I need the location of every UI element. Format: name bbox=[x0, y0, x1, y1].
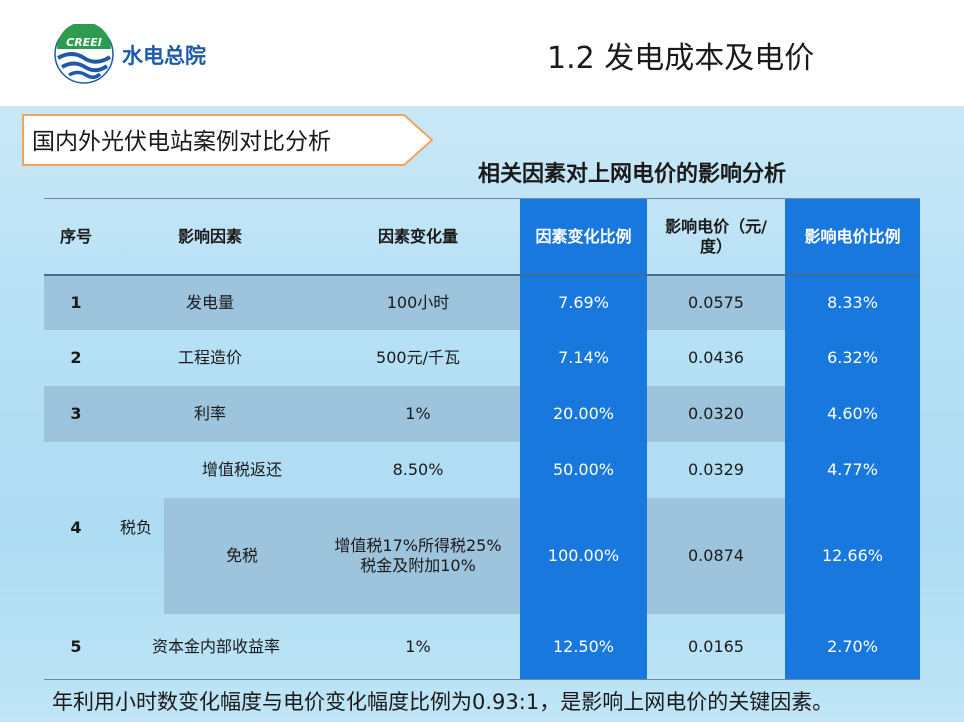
row4b-change: 增值税17%所得税25% 税金及附加10% bbox=[320, 498, 516, 614]
row4-factor: 税负 bbox=[119, 518, 152, 537]
row4b-change-line2: 税金及附加10% bbox=[360, 556, 476, 575]
row3-factor: 利率 bbox=[193, 404, 226, 423]
row5-price-ratio: 2.70% bbox=[827, 636, 878, 656]
row1-price-ratio: 8.33% bbox=[827, 293, 878, 312]
row2-factor: 工程造价 bbox=[177, 348, 242, 367]
header-change: 因素变化量 bbox=[377, 226, 458, 246]
row-band-1 bbox=[44, 276, 920, 330]
header-index: 序号 bbox=[59, 226, 92, 246]
row5-index: 5 bbox=[70, 636, 82, 656]
row3-change: 1% bbox=[405, 404, 431, 423]
table-bottom-rule bbox=[44, 679, 920, 680]
footer-note: 年利用小时数变化幅度与电价变化幅度比例为0.93:1，是影响上网电价的关键因素。 bbox=[52, 690, 834, 714]
row5-price: 0.0165 bbox=[688, 636, 744, 656]
row4b-change-line1: 增值税17%所得税25% bbox=[334, 536, 502, 555]
row4-index: 4 bbox=[70, 518, 82, 537]
row4a-price-ratio: 4.77% bbox=[827, 460, 878, 479]
row2-price: 0.0436 bbox=[688, 348, 744, 367]
header-price: 影响电价（元/度） bbox=[665, 216, 767, 256]
row4b-price: 0.0874 bbox=[688, 546, 744, 565]
slide-header: CREEI 水电总院 1.2 发电成本及电价 bbox=[0, 0, 964, 106]
row3-index: 3 bbox=[70, 404, 82, 423]
row3-price-ratio: 4.60% bbox=[827, 404, 878, 423]
creei-logo-icon: CREEI bbox=[54, 24, 114, 84]
row4a-factor: 增值税返还 bbox=[201, 460, 282, 479]
header-factor: 影响因素 bbox=[177, 226, 242, 246]
row1-factor: 发电量 bbox=[185, 293, 234, 312]
row5-change: 1% bbox=[405, 636, 431, 656]
section-label-shape bbox=[22, 114, 434, 166]
row-band-3 bbox=[44, 386, 920, 442]
row4a-ratio: 50.00% bbox=[552, 460, 614, 479]
row1-change: 100小时 bbox=[386, 293, 450, 312]
row1-index: 1 bbox=[70, 293, 82, 312]
row3-price: 0.0320 bbox=[688, 404, 744, 423]
row3-ratio: 20.00% bbox=[552, 404, 614, 423]
ratio-column-bg bbox=[520, 199, 647, 679]
row4b-price-ratio: 12.66% bbox=[821, 546, 883, 565]
header-price-ratio: 影响电价比例 bbox=[804, 226, 901, 246]
row5-factor: 资本金内部收益率 bbox=[151, 636, 280, 656]
logo-text: CREEI bbox=[66, 36, 102, 49]
row4a-price: 0.0329 bbox=[688, 460, 744, 479]
row4b-ratio: 100.00% bbox=[547, 546, 620, 565]
row2-price-ratio: 6.32% bbox=[827, 348, 878, 367]
row4a-change: 8.50% bbox=[392, 460, 444, 479]
row1-ratio: 7.69% bbox=[558, 293, 609, 312]
row2-change: 500元/千瓦 bbox=[376, 348, 460, 367]
row4b-factor: 免税 bbox=[225, 546, 258, 565]
header-ratio: 因素变化比例 bbox=[535, 226, 632, 246]
table-header-rule bbox=[44, 274, 920, 276]
row1-price: 0.0575 bbox=[688, 293, 744, 312]
row2-index: 2 bbox=[70, 348, 82, 367]
price-ratio-column-bg bbox=[785, 199, 920, 679]
slide-title: 1.2 发电成本及电价 bbox=[547, 41, 815, 76]
table-title: 相关因素对上网电价的影响分析 bbox=[478, 162, 787, 187]
section-label: 国内外光伏电站案例对比分析 bbox=[32, 129, 331, 155]
org-name: 水电总院 bbox=[122, 44, 206, 68]
row2-ratio: 7.14% bbox=[558, 348, 609, 367]
table-top-rule bbox=[44, 198, 920, 199]
row5-ratio: 12.50% bbox=[552, 636, 614, 656]
